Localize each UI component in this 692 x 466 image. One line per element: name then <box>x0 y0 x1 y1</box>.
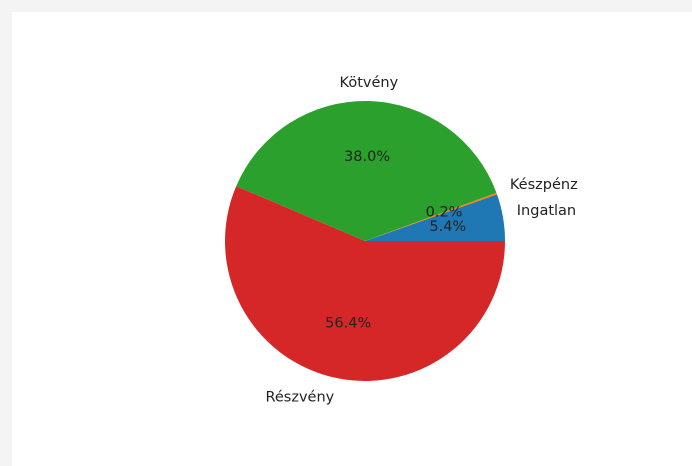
category-label-ingatlan: Ingatlan <box>517 203 576 219</box>
category-labels: Ingatlan Készpénz Kötvény Részvény <box>265 75 577 405</box>
pie-slice-reszveny <box>225 186 505 381</box>
percentage-labels: 5.4%0.2% 38.0% 56.4% <box>325 149 466 331</box>
percentage-label-ingatlan: 5.4% <box>429 219 466 235</box>
percentage-label-reszveny: 56.4% <box>325 315 371 331</box>
pie-slice-ingatlan <box>365 194 505 241</box>
category-label-keszpenz: Készpénz <box>510 177 578 193</box>
category-label-kotveny: Kötvény <box>340 75 399 91</box>
pie-slice-kotveny <box>236 100 497 241</box>
pie-slice-keszpenz <box>365 192 498 241</box>
figure-panel: Ingatlan Készpénz Kötvény Részvény 5.4% 0.2%… <box>12 12 692 466</box>
pie-chart: Ingatlan Készpénz Kötvény Részvény 5.4%0.2%… <box>225 75 578 405</box>
pie-slices <box>225 100 505 381</box>
category-label-reszveny: Részvény <box>265 389 334 405</box>
percentage-label-keszpenz: 0.2% <box>426 205 463 221</box>
percentage-label-kotveny: 38.0% <box>344 149 390 165</box>
